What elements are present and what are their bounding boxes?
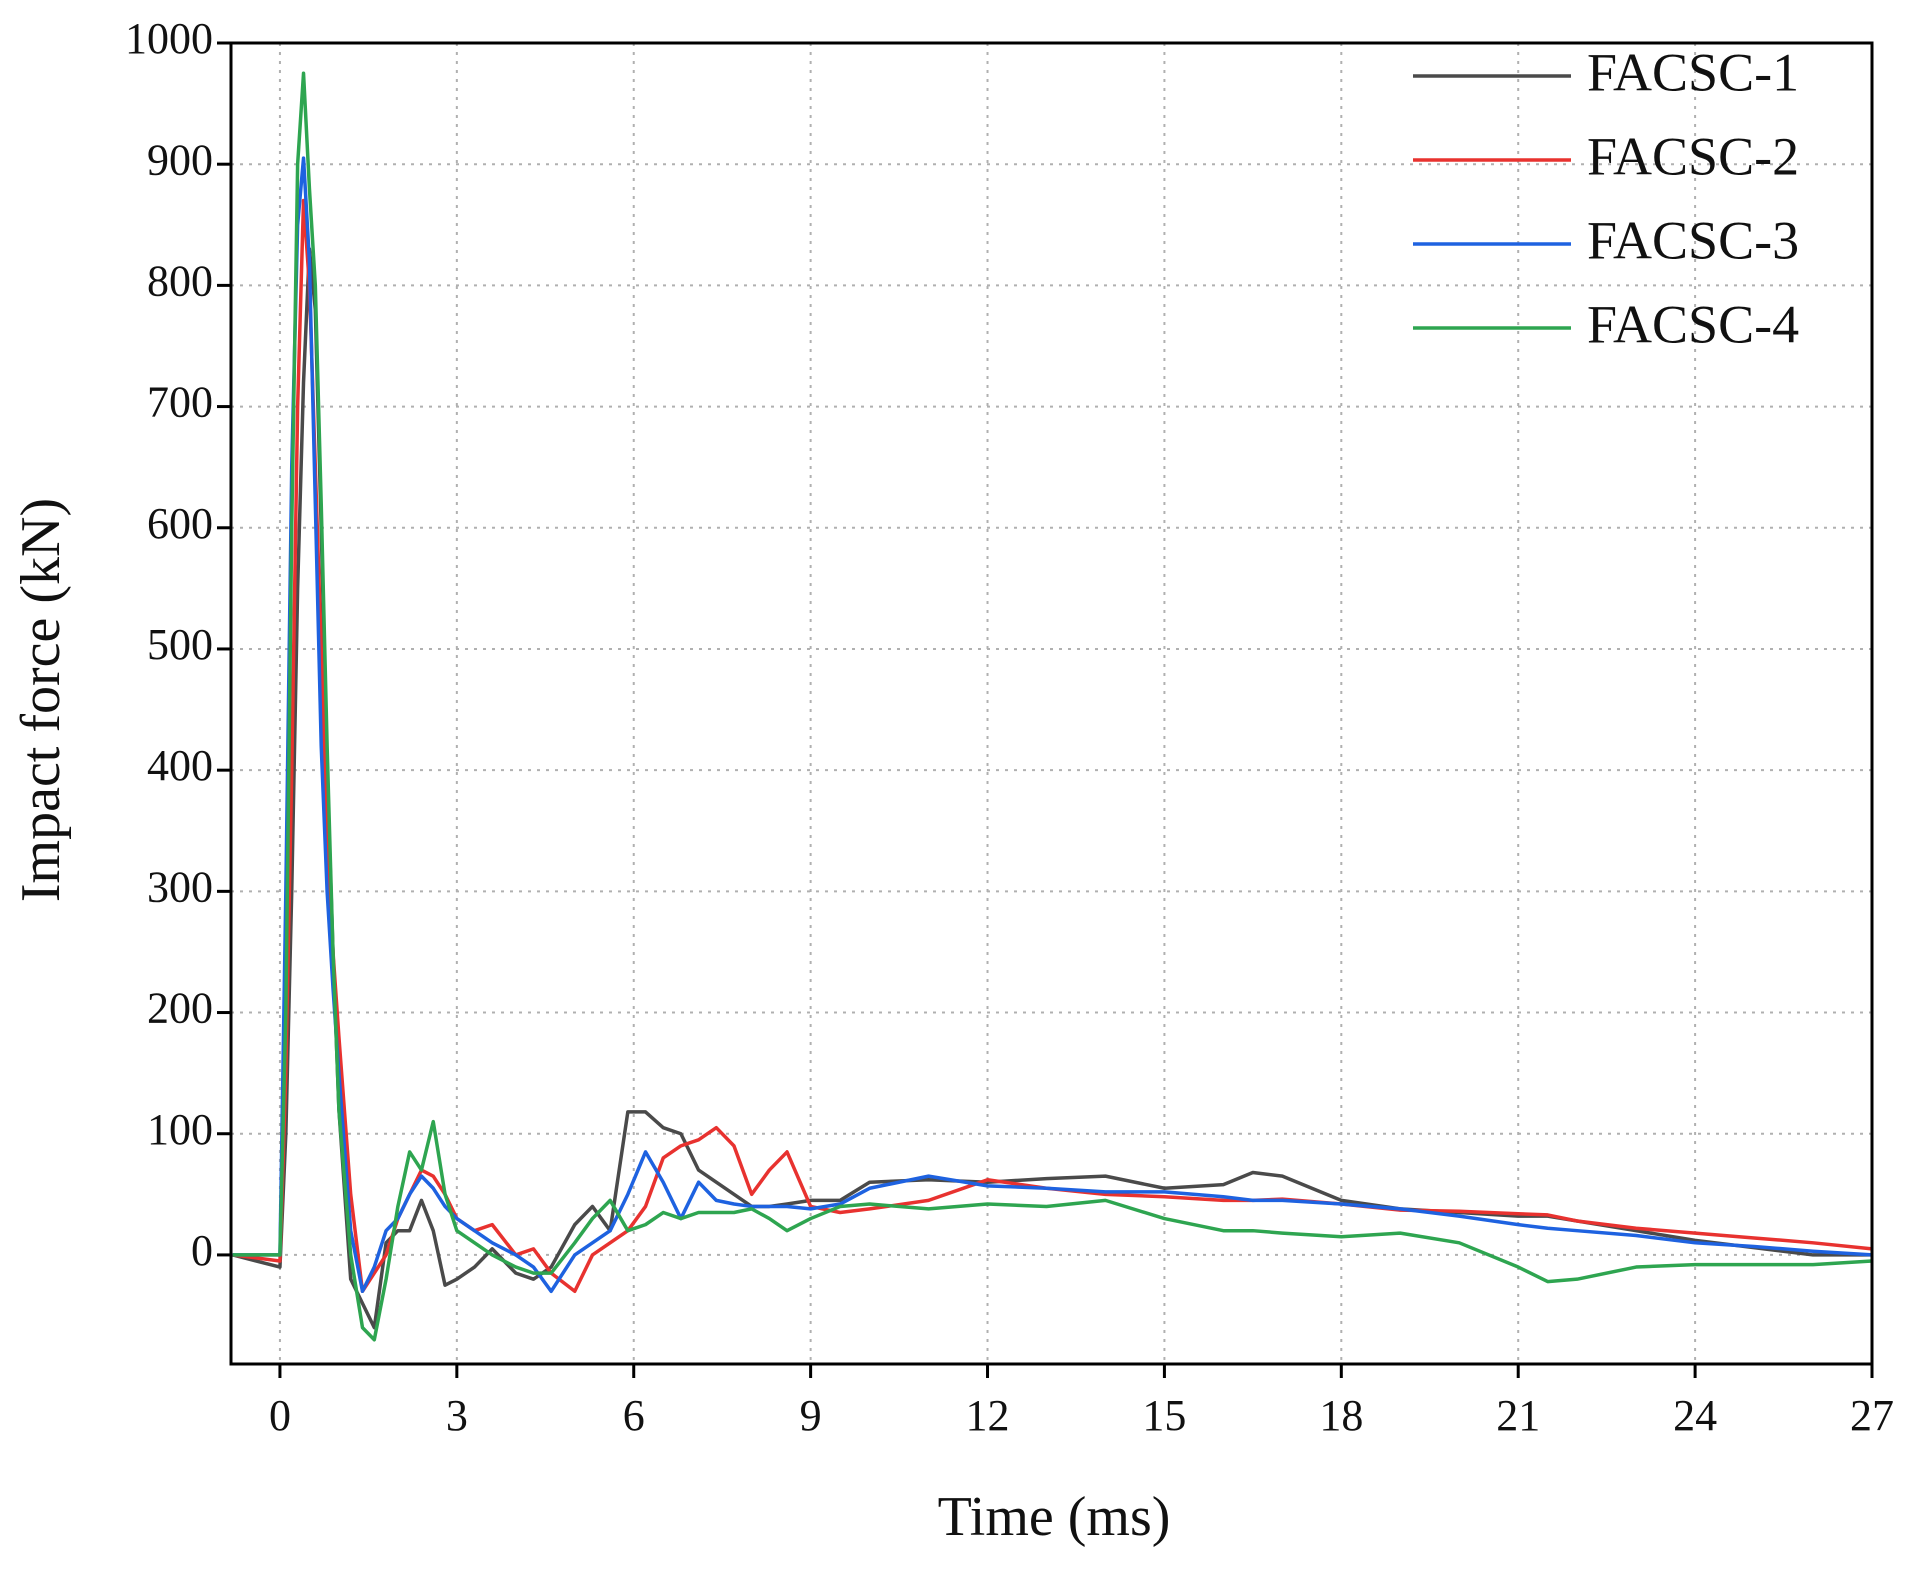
x-tick-label: 18: [1319, 1391, 1363, 1440]
y-tick-label: 800: [147, 256, 213, 305]
x-axis-title: Time (ms): [938, 1486, 1171, 1548]
y-tick-label: 300: [147, 862, 213, 911]
line-series: [232, 198, 1873, 1294]
line-series: [232, 71, 1873, 1342]
x-tick-label: 15: [1142, 1391, 1186, 1440]
x-tick-label: 12: [966, 1391, 1010, 1440]
y-tick-label: 700: [147, 378, 213, 427]
y-tick-label: 1000: [125, 14, 213, 63]
plot-frame: [229, 41, 1874, 1366]
x-tick-label: 27: [1850, 1391, 1894, 1440]
legend-label: FACSC-2: [1587, 126, 1799, 186]
x-tick-label: 9: [800, 1391, 822, 1440]
legend-label: FACSC-4: [1587, 294, 1799, 354]
legend-label: FACSC-3: [1587, 210, 1799, 270]
y-tick-label: 900: [147, 135, 213, 184]
x-tick-label: 24: [1673, 1391, 1717, 1440]
line-series: [232, 247, 1872, 1330]
x-tick-label: 21: [1496, 1391, 1540, 1440]
y-tick-label: 100: [147, 1105, 213, 1154]
x-tick-label: 6: [623, 1391, 645, 1440]
y-tick-label: 400: [147, 741, 213, 790]
y-axis-title: Impact force (kN): [10, 498, 72, 902]
y-tick-label: 0: [191, 1226, 213, 1275]
y-tick-label: 500: [147, 620, 213, 669]
y-tick-label: 200: [147, 984, 213, 1033]
legend-label: FACSC-1: [1587, 42, 1799, 102]
x-tick-label: 0: [269, 1391, 291, 1440]
x-tick-label: 3: [446, 1391, 468, 1440]
y-tick-label: 600: [147, 499, 213, 548]
